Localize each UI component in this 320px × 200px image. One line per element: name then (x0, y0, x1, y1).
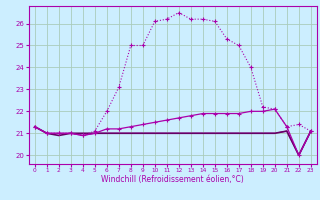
X-axis label: Windchill (Refroidissement éolien,°C): Windchill (Refroidissement éolien,°C) (101, 175, 244, 184)
